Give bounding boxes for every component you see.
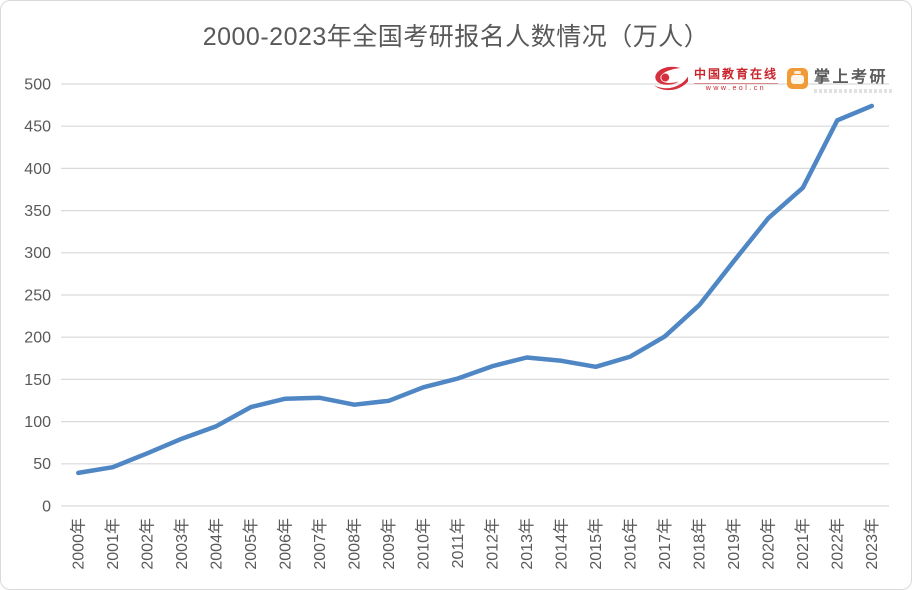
x-tick-label: 2020年 (760, 518, 778, 570)
eol-logo-name: 中国教育在线 (694, 67, 779, 81)
zhangshang-kaoyan-name: 掌上考研 (814, 69, 889, 86)
x-tick-label: 2003年 (173, 518, 191, 570)
x-tick-label: 2016年 (622, 518, 640, 570)
zhangshang-kaoyan-subtext (814, 89, 892, 93)
data-series-line (76, 103, 875, 476)
y-tick-label: 150 (24, 372, 51, 389)
eol-logo: 中国教育在线 www.eol.cn (651, 65, 779, 92)
y-tick-label: 500 (24, 76, 51, 93)
y-tick-label: 50 (33, 456, 51, 473)
x-tick-label: 2015年 (587, 518, 605, 570)
x-tick-label: 2023年 (863, 518, 881, 570)
y-tick-label: 0 (42, 498, 51, 515)
x-tick-label: 2012年 (484, 518, 502, 570)
eol-logo-url: www.eol.cn (694, 83, 779, 92)
x-tick-label: 2001年 (104, 518, 122, 570)
x-tick-label: 2019年 (725, 518, 743, 570)
x-tick-label: 2021年 (794, 518, 812, 570)
x-tick-label: 2006年 (277, 518, 295, 570)
y-tick-label: 100 (24, 414, 51, 431)
y-tick-label: 450 (24, 119, 51, 136)
y-tick-label: 400 (24, 161, 51, 178)
x-tick-label: 2018年 (691, 518, 709, 570)
x-tick-label: 2004年 (208, 518, 226, 570)
x-tick-label: 2005年 (242, 518, 260, 570)
x-tick-label: 2014年 (553, 518, 571, 570)
x-tick-label: 2008年 (346, 518, 364, 570)
x-tick-label: 2013年 (518, 518, 536, 570)
x-tick-label: 2017年 (656, 518, 674, 570)
y-tick-label: 200 (24, 330, 51, 347)
x-tick-label: 2009年 (380, 518, 398, 570)
eol-swoosh-icon (653, 66, 689, 91)
y-tick-label: 350 (24, 203, 51, 220)
x-tick-label: 2000年 (70, 518, 88, 570)
x-tick-label: 2007年 (311, 518, 329, 570)
x-tick-label: 2010年 (415, 518, 433, 570)
x-tick-label: 2002年 (139, 518, 157, 570)
x-tick-label: 2011年 (449, 518, 467, 568)
x-tick-label: 2022年 (829, 518, 847, 570)
zhangshang-kaoyan-logo: 掌上考研 (787, 63, 892, 93)
zhangshang-kaoyan-app-icon (787, 67, 808, 89)
chart-title: 2000-2023年全国考研报名人数情况（万人） (202, 23, 710, 51)
y-tick-label: 250 (24, 287, 51, 304)
y-tick-label: 300 (24, 245, 51, 262)
